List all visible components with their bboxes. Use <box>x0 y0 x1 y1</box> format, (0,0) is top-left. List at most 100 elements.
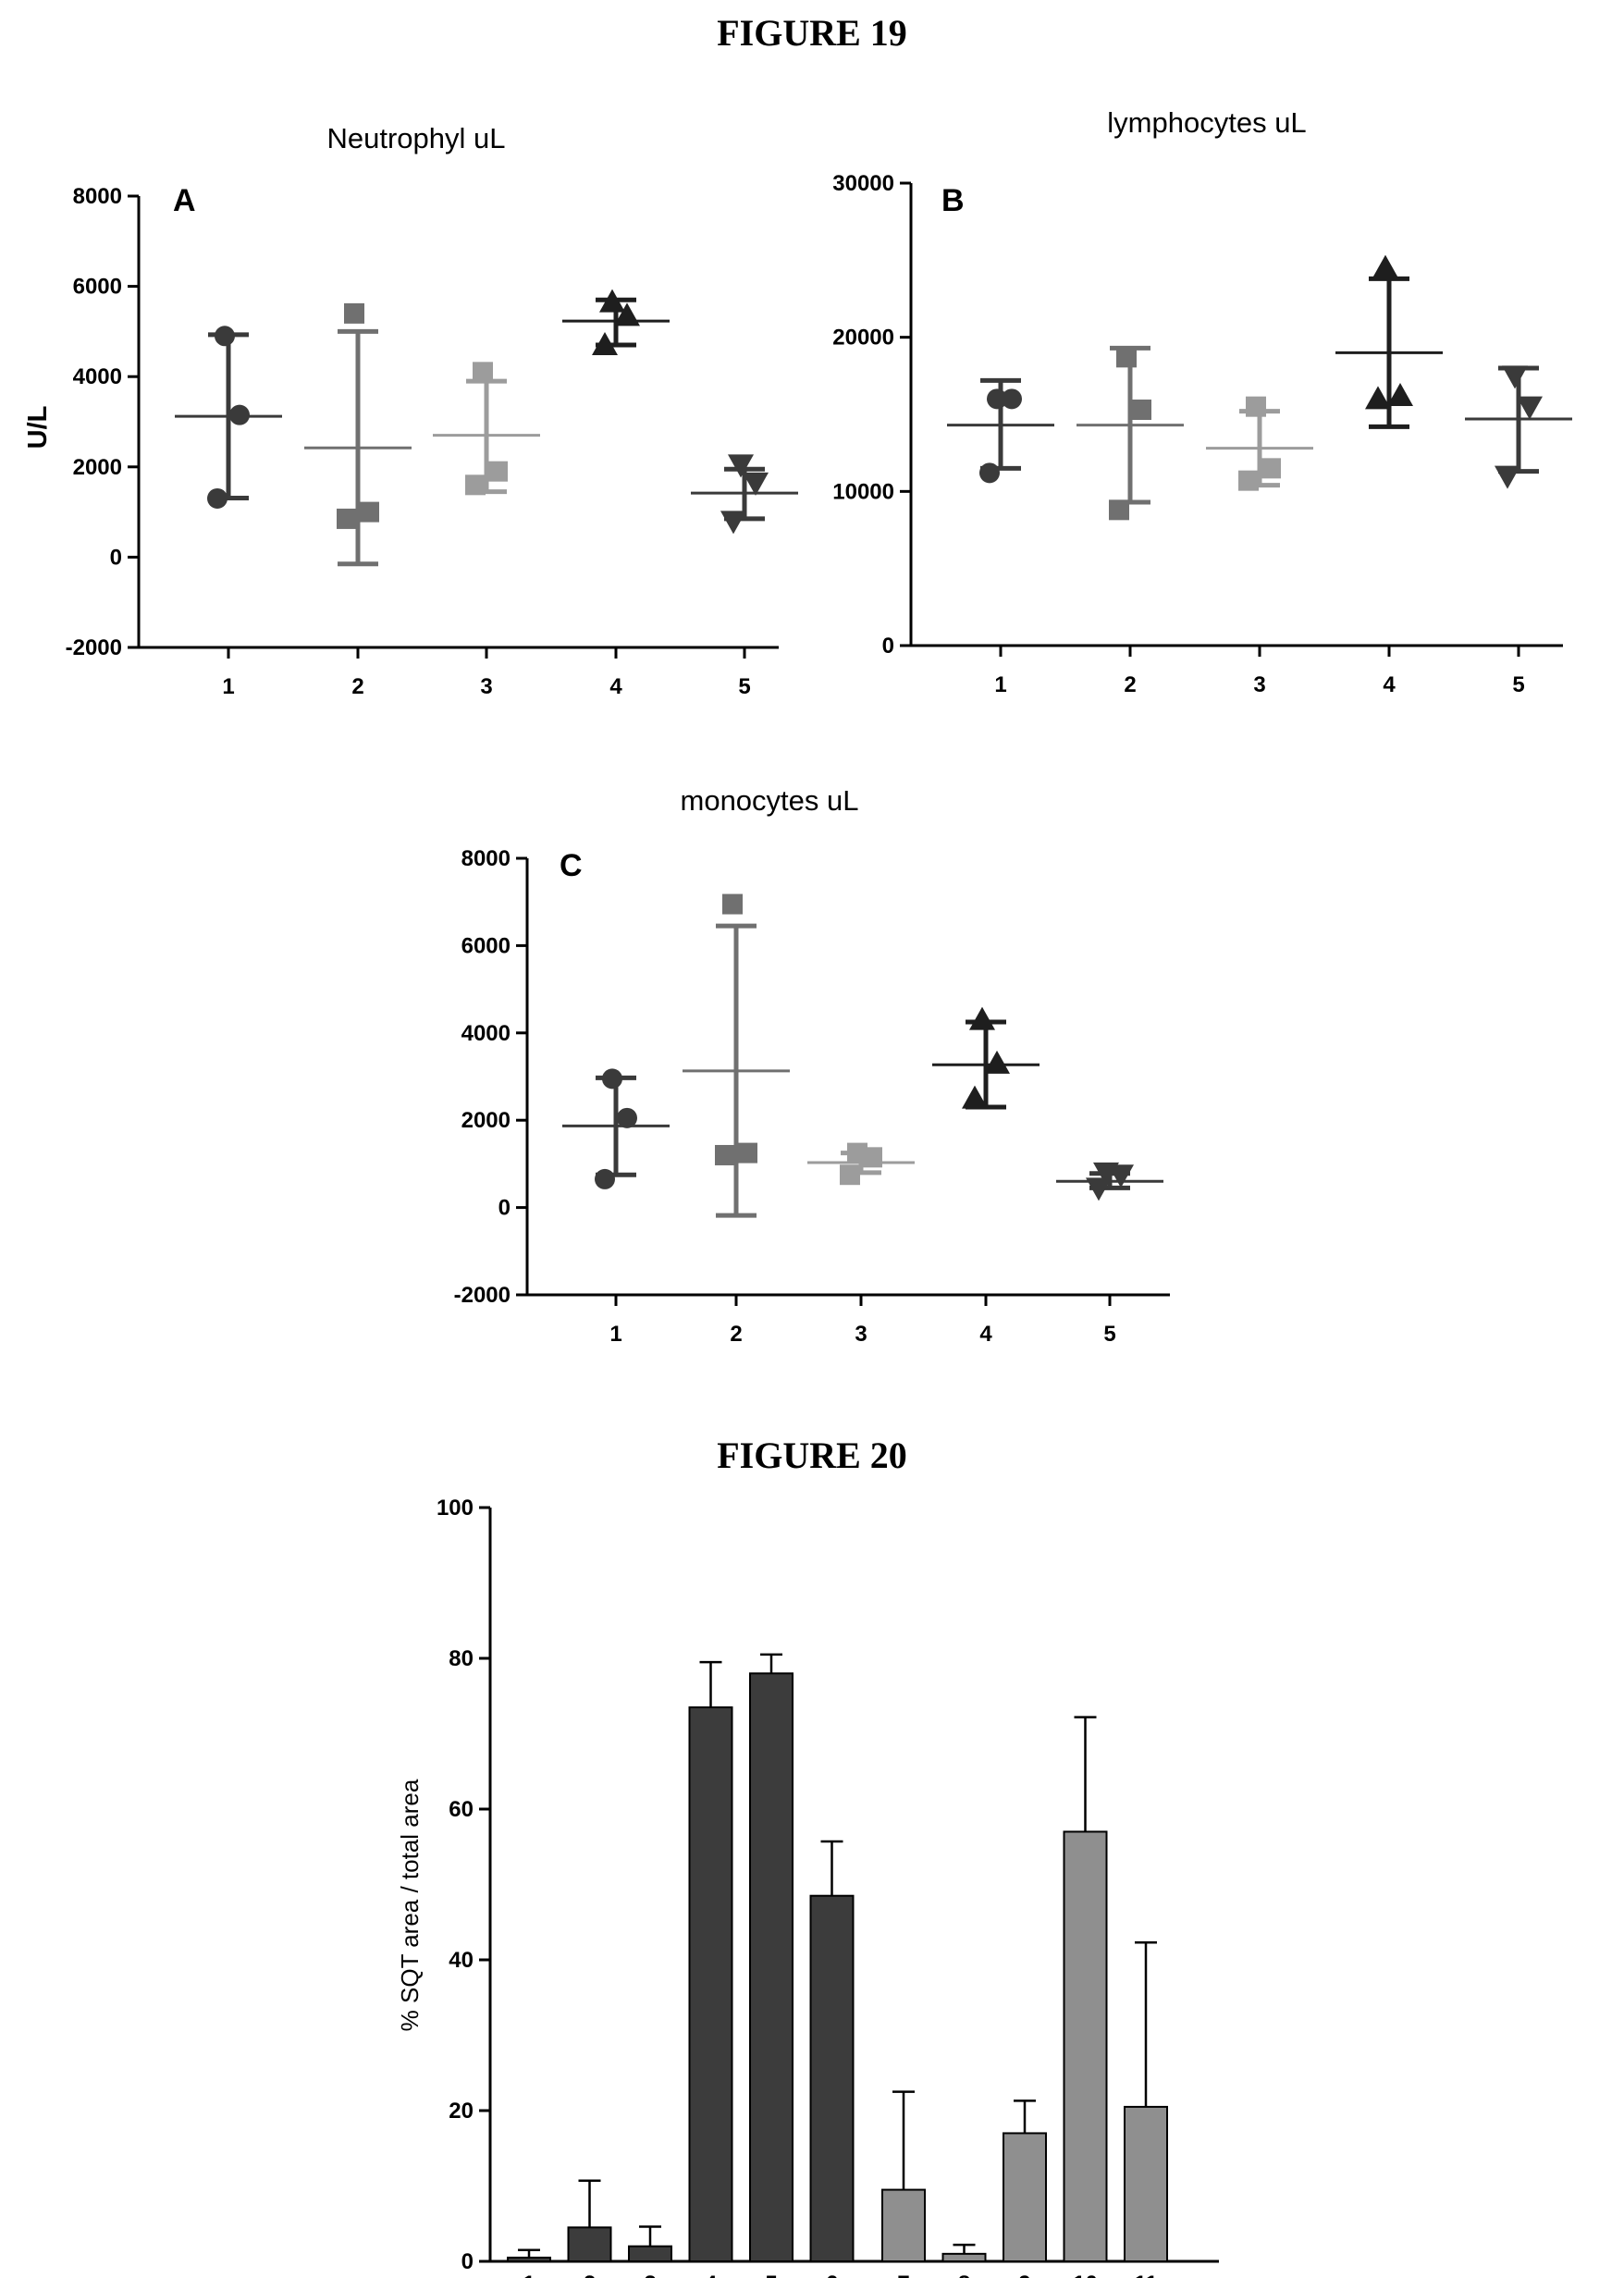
panel-b-data-point <box>1517 396 1543 420</box>
panel-a-ytick-label: 6000 <box>73 275 122 300</box>
panel-a-xtick-label: 5 <box>738 674 750 699</box>
panel-a-data-point <box>337 508 357 529</box>
fig20-xtick-label: 7 <box>897 2272 909 2278</box>
panel-a-ytick-label: 8000 <box>73 184 122 209</box>
fig20-bar <box>567 2226 612 2262</box>
fig20-xtick-label: 10 <box>1073 2272 1098 2278</box>
panel-a-data-point <box>592 332 618 356</box>
panel-a-title: Neutrophyl uL <box>326 122 505 154</box>
fig20-bar <box>1124 2105 1168 2263</box>
panel-b-xtick-label: 1 <box>994 672 1006 697</box>
panel-b-data-point <box>1238 470 1259 491</box>
panel-a-data-point <box>487 461 508 482</box>
fig20-xtick-label: 5 <box>765 2272 777 2278</box>
panel-b-data-point <box>987 388 1007 410</box>
panel-c-ytick-label: 8000 <box>461 846 511 871</box>
panel-c-data-point <box>722 893 743 915</box>
panel-a-xtick-label: 2 <box>351 674 363 699</box>
panel-c-data-point <box>737 1142 757 1164</box>
fig20-ytick-label: 80 <box>449 1646 474 1671</box>
fig20-bar <box>1003 2132 1047 2262</box>
figure-20-title: FIGURE 20 <box>717 1435 907 1476</box>
fig20-bar <box>809 1894 855 2263</box>
panel-b-ytick-label: 30000 <box>832 171 894 196</box>
fig20-ytick-label: 0 <box>461 2249 474 2274</box>
panel-b-data-point <box>1365 386 1391 410</box>
panel-b-data-point <box>979 462 1000 484</box>
panel-b-xtick-label: 2 <box>1124 672 1136 697</box>
panel-c-data-point <box>1108 1164 1134 1188</box>
panel-a-data-point <box>359 501 379 523</box>
panel-c-data-point <box>602 1068 622 1090</box>
panel-a-ytick-label: 2000 <box>73 455 122 480</box>
panel-a-xtick-label: 3 <box>480 674 492 699</box>
panel-a-xtick-label: 4 <box>609 674 622 699</box>
panel-c-data-point <box>715 1144 735 1165</box>
panel-a-data-point <box>728 454 754 478</box>
panel-c-xtick-label: 3 <box>855 1322 867 1347</box>
fig20-xtick-label: 9 <box>1018 2272 1030 2278</box>
panel-c-xtick-label: 5 <box>1103 1322 1115 1347</box>
panel-c-data-point <box>962 1085 988 1109</box>
panel-a-letter: A <box>173 183 196 218</box>
fig20-bar <box>881 2188 926 2262</box>
panel-c-letter: C <box>560 848 583 883</box>
panel-b-data-point <box>1261 458 1281 479</box>
panel-b-ytick-label: 20000 <box>832 326 894 351</box>
panel-c-data-point <box>1086 1177 1112 1201</box>
fig20-xtick-label: 4 <box>705 2272 718 2278</box>
panel-b-data-point <box>1116 347 1137 368</box>
panel-b-data-point <box>1387 383 1413 406</box>
figure-20-bar-chart: % SQT area / total area 100 80 60 40 20 0 1 2 3 4… <box>396 1496 1219 2278</box>
panel-c-data-point <box>862 1147 882 1168</box>
fig20-ytick-label: 20 <box>449 2099 474 2124</box>
panel-b-chart: lymphocytes uL B 30000 20000 10000 0 1 2 3 4 5 <box>832 106 1572 697</box>
panel-a-ylabel: U/L <box>23 406 53 449</box>
panel-b-ytick-label: 10000 <box>832 479 894 504</box>
panel-c-xtick-label: 2 <box>730 1322 742 1347</box>
fig20-ytick-label: 40 <box>449 1948 474 1973</box>
panel-c-ytick-label: 2000 <box>461 1108 511 1133</box>
figure-19-title: FIGURE 19 <box>717 12 907 54</box>
panel-b-letter: B <box>941 183 965 218</box>
panel-c-xtick-label: 1 <box>609 1322 621 1347</box>
fig20-bar <box>749 1672 794 2263</box>
fig20-xtick-label: 6 <box>826 2272 838 2278</box>
panel-c-title: monocytes uL <box>681 784 859 817</box>
panel-c-ytick-label: 0 <box>498 1196 511 1221</box>
panel-b-data-point <box>1502 365 1528 389</box>
panel-b-xtick-label: 3 <box>1253 672 1265 697</box>
panel-c-data-point <box>969 1006 995 1030</box>
panel-b-data-point <box>1109 499 1129 521</box>
fig20-xtick-label: 1 <box>523 2272 535 2278</box>
panel-b-data-point <box>1131 400 1151 420</box>
fig20-xtick-label: 3 <box>644 2272 656 2278</box>
panel-a-chart: Neutrophyl uL A U/L 8000 6000 4000 2000 0 -20… <box>23 122 798 699</box>
panel-a-data-point <box>599 289 625 313</box>
panel-a-ytick-label: -2000 <box>66 635 122 660</box>
panel-b-xtick-label: 4 <box>1383 672 1396 697</box>
fig20-bar <box>1063 1830 1108 2262</box>
panel-c-chart: monocytes uL C 8000 6000 4000 2000 0 -2000 1 2 3… <box>454 784 1170 1347</box>
panel-b-data-point <box>1495 465 1520 489</box>
fig20-bar <box>507 2256 551 2263</box>
panel-a-data-point <box>344 302 364 324</box>
fig20-bar <box>688 1705 733 2262</box>
panel-b-data-point <box>1002 388 1022 410</box>
panel-c-data-point <box>840 1164 860 1186</box>
figure-20-ylabel: % SQT area / total area <box>396 1779 424 2031</box>
panel-b-xtick-label: 5 <box>1512 672 1524 697</box>
panel-c-data-point <box>617 1107 637 1128</box>
panel-a-data-point <box>720 511 746 535</box>
panel-b-ytick-label: 0 <box>882 634 894 659</box>
fig20-bar <box>628 2245 672 2262</box>
panel-a-data-point <box>743 472 769 496</box>
panel-b-data-point <box>1246 396 1266 417</box>
panel-a-ytick-label: 0 <box>110 545 122 570</box>
fig20-xtick-label: 2 <box>584 2272 596 2278</box>
panel-c-data-point <box>984 1050 1010 1074</box>
panel-a-data-point <box>473 362 493 383</box>
panel-c-data-point <box>595 1168 615 1189</box>
panel-c-ytick-label: 4000 <box>461 1021 511 1046</box>
